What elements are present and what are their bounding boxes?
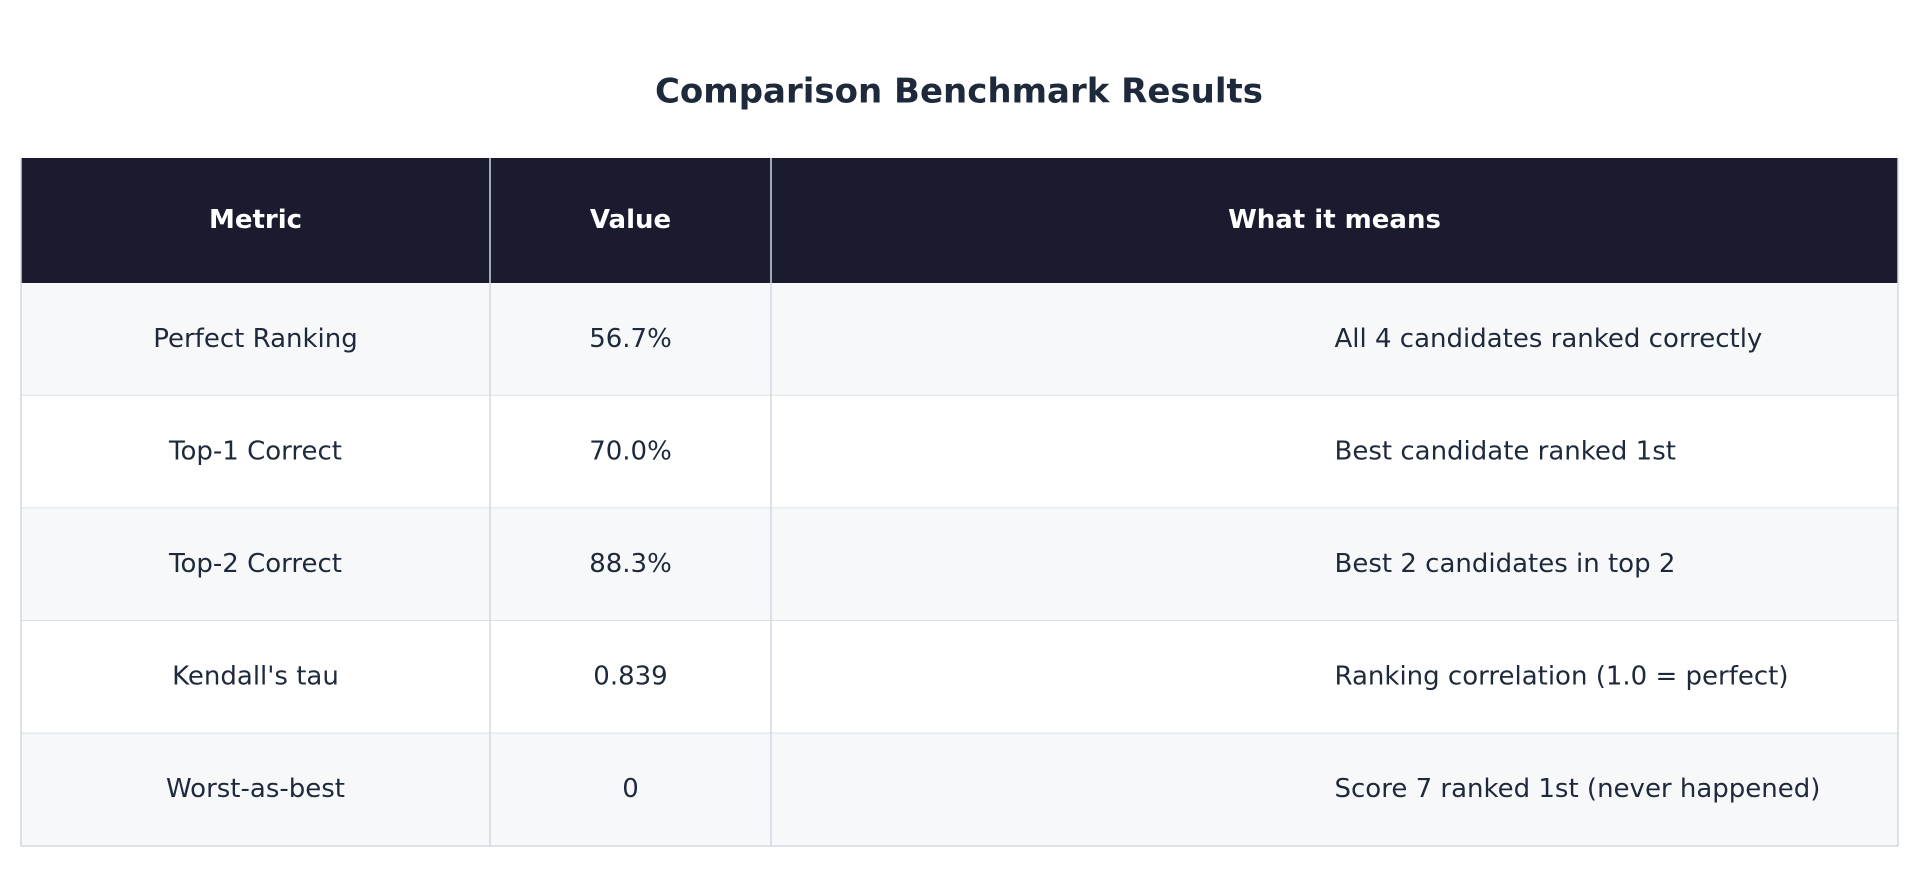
table-cell: Top-1 Correct: [168, 436, 342, 466]
table-cell: All 4 candidates ranked correctly: [1335, 324, 1763, 354]
table-cell: Score 7 ranked 1st (never happened): [1335, 774, 1821, 804]
table-row-bg: [21, 733, 1898, 846]
column-header: Metric: [209, 205, 302, 235]
table-row-bg: [21, 508, 1898, 621]
table-cell: 88.3%: [589, 549, 672, 579]
table-cell: Worst-as-best: [166, 774, 345, 804]
table-cell: 70.0%: [589, 436, 672, 466]
table-cell: 56.7%: [589, 324, 672, 354]
table-cell: 0.839: [593, 662, 667, 692]
page-title: Comparison Benchmark Results: [655, 72, 1263, 112]
table-cell: Top-2 Correct: [168, 549, 342, 579]
table-cell: Kendall's tau: [172, 662, 339, 692]
table-cell: Ranking correlation (1.0 = perfect): [1335, 662, 1789, 692]
column-header: Value: [590, 205, 671, 235]
table-cell: Best candidate ranked 1st: [1335, 436, 1676, 466]
table-cell: 0: [622, 774, 639, 804]
table-cell: Best 2 candidates in top 2: [1335, 549, 1676, 579]
table-header-bg: [21, 158, 1898, 283]
table-row-bg: [21, 620, 1898, 734]
table-row-bg: [21, 283, 1898, 396]
table-cell: Perfect Ranking: [153, 324, 358, 354]
column-header: What it means: [1228, 205, 1441, 235]
table-row-bg: [21, 395, 1898, 509]
